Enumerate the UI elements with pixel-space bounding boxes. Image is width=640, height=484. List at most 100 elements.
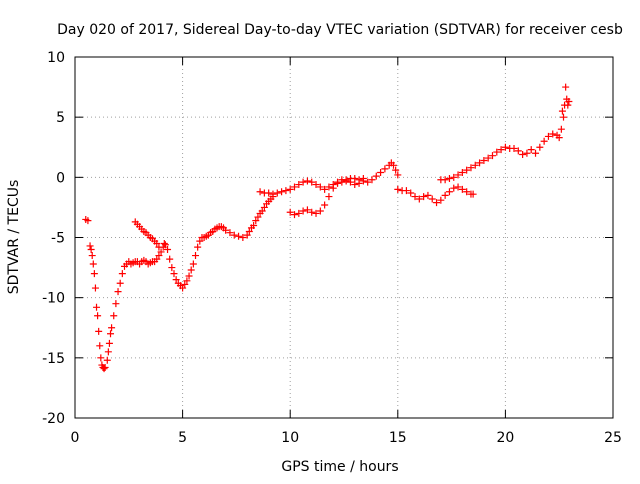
data-point (226, 229, 234, 237)
x-tick-label: 10 (281, 430, 299, 446)
data-point (519, 150, 527, 158)
data-point (445, 175, 453, 183)
data-point (181, 280, 189, 288)
data-point (108, 324, 116, 332)
data-point (394, 171, 402, 179)
data-point (153, 240, 161, 248)
data-point (282, 187, 290, 195)
data-point (540, 137, 548, 145)
data-point (411, 193, 419, 201)
data-point (116, 279, 124, 287)
data-point (286, 185, 294, 193)
data-point (104, 348, 112, 356)
data-point (222, 226, 230, 234)
data-point (346, 178, 354, 186)
x-tick-label: 0 (71, 430, 80, 446)
data-point (87, 246, 95, 254)
data-point (243, 231, 251, 239)
data-point (291, 211, 299, 219)
data-point (351, 181, 359, 189)
data-point (235, 232, 243, 240)
data-points (82, 83, 573, 373)
data-point (187, 266, 195, 274)
data-point (164, 246, 172, 254)
data-point (454, 171, 462, 179)
data-point (325, 183, 333, 191)
data-point (493, 148, 501, 156)
data-point (192, 252, 200, 260)
data-point (107, 330, 115, 338)
data-point (299, 178, 307, 186)
data-point (394, 185, 402, 193)
data-point (185, 272, 193, 280)
data-point (245, 227, 253, 235)
data-point (389, 161, 397, 169)
data-point (312, 209, 320, 217)
data-point (321, 185, 329, 193)
data-point (450, 184, 458, 192)
data-point (155, 252, 163, 260)
data-point (560, 113, 568, 121)
chart-title: Day 020 of 2017, Sidereal Day-to-day VTE… (57, 22, 623, 38)
data-point (469, 190, 477, 198)
data-point (523, 149, 531, 157)
data-point (172, 276, 180, 284)
data-point (112, 300, 120, 308)
data-point (89, 260, 97, 268)
data-point (295, 181, 303, 189)
data-point (450, 173, 458, 181)
data-point (549, 130, 557, 138)
data-point (355, 179, 363, 187)
data-point (441, 176, 449, 184)
data-point (269, 190, 277, 198)
data-point (377, 169, 385, 177)
data-point (303, 206, 311, 214)
x-tick-label: 5 (178, 430, 187, 446)
data-point (544, 132, 552, 140)
y-tick-label: 10 (47, 50, 65, 66)
data-point (96, 342, 104, 350)
data-point (488, 152, 496, 160)
data-point (420, 193, 428, 201)
data-point (155, 243, 163, 251)
data-point (458, 185, 466, 193)
y-tick-label: -15 (42, 351, 65, 367)
axis-ticks: 0 5 10 15 20 25 -20 -15 -10 -5 0 5 10 (42, 50, 622, 446)
data-point (428, 195, 436, 203)
data-point (166, 255, 174, 263)
data-point (273, 189, 281, 197)
data-point (103, 356, 111, 364)
data-point (86, 242, 94, 250)
data-point (555, 134, 563, 142)
data-point (480, 156, 488, 164)
data-point (196, 237, 204, 245)
data-point (558, 107, 566, 115)
data-point (471, 161, 479, 169)
data-point (514, 147, 522, 155)
data-point (407, 189, 415, 197)
data-point (291, 183, 299, 191)
data-point (454, 183, 462, 191)
data-point (463, 188, 471, 196)
x-tick-label: 20 (496, 430, 514, 446)
data-point (105, 339, 113, 347)
data-point (161, 241, 169, 249)
data-point (265, 189, 273, 197)
data-point (114, 288, 122, 296)
data-point (308, 208, 316, 216)
y-tick-label: -5 (51, 231, 65, 247)
data-point (308, 178, 316, 186)
data-point (351, 175, 359, 183)
x-tick-label: 25 (604, 430, 622, 446)
data-point (91, 284, 99, 292)
data-point (101, 363, 109, 371)
data-point (303, 177, 311, 185)
x-tick-label: 15 (389, 430, 407, 446)
data-point (557, 125, 565, 133)
grid (75, 57, 613, 418)
data-point (562, 83, 570, 91)
data-point (415, 195, 423, 203)
data-point (433, 199, 441, 207)
data-point (153, 255, 161, 263)
